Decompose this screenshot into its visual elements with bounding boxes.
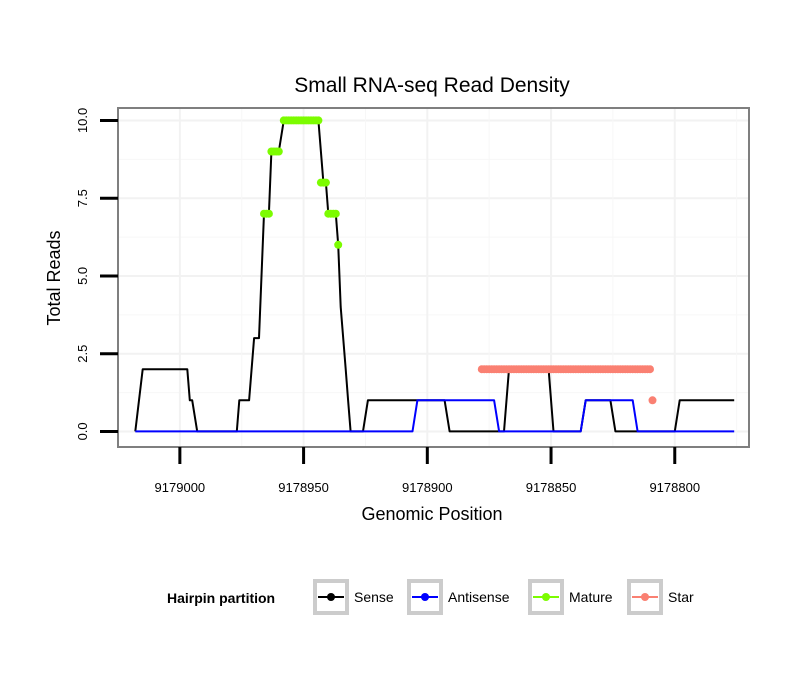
legend-label: Star [668,589,694,605]
data-point-mature [274,147,283,156]
data-point-mature [264,209,273,218]
x-tick-label: 9178850 [526,480,577,495]
grid-lines [118,108,749,447]
y-tick-label: 2.5 [75,345,90,363]
x-tick-label: 9179000 [155,480,206,495]
legend: Hairpin partition Sense Antisense Mature St… [167,579,694,615]
y-axis: 0.0 2.5 5.0 7.5 10.0 [75,108,118,440]
legend-label: Sense [354,589,394,605]
data-point-mature [321,178,330,187]
legend-key-point [542,593,550,601]
data-point-mature [334,240,343,249]
data-point-star [646,365,654,374]
x-tick-label: 9178900 [402,480,453,495]
legend-key-point [641,593,649,601]
y-tick-label: 5.0 [75,267,90,285]
series-line-antisense [135,399,735,433]
legend-key-point [327,593,335,601]
legend-item-antisense: Antisense [407,579,510,615]
plot-background [118,108,749,447]
chart-title: Small RNA-seq Read Density [294,74,570,97]
plot-panel [117,107,750,448]
x-axis-title: Genomic Position [361,504,502,524]
series-points [260,116,657,405]
y-tick-label: 0.0 [75,422,90,440]
legend-label: Antisense [448,589,510,605]
data-point-mature [331,209,340,218]
x-tick-label: 9178800 [649,480,700,495]
y-axis-title: Total Reads [44,230,64,325]
legend-label: Mature [569,589,613,605]
legend-key-point [421,593,429,601]
x-axis: 9179000 9178950 9178900 9178850 9178800 [155,447,700,495]
series-line-sense [134,119,735,433]
data-point-mature [314,116,323,125]
y-tick-label: 10.0 [75,108,90,133]
series-lines [134,119,735,433]
plot-border [117,107,750,448]
legend-item-mature: Mature [528,579,613,615]
x-tick-label: 9178950 [278,480,329,495]
data-point-star [648,396,657,405]
legend-item-star: Star [627,579,694,615]
legend-item-sense: Sense [313,579,394,615]
y-tick-label: 7.5 [75,189,90,207]
legend-title: Hairpin partition [167,590,275,606]
